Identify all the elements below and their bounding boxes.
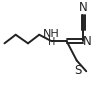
- Text: NH: NH: [43, 29, 59, 39]
- Text: N: N: [83, 35, 92, 48]
- Text: H: H: [48, 37, 55, 47]
- Text: N: N: [79, 1, 88, 14]
- Text: S: S: [74, 64, 82, 77]
